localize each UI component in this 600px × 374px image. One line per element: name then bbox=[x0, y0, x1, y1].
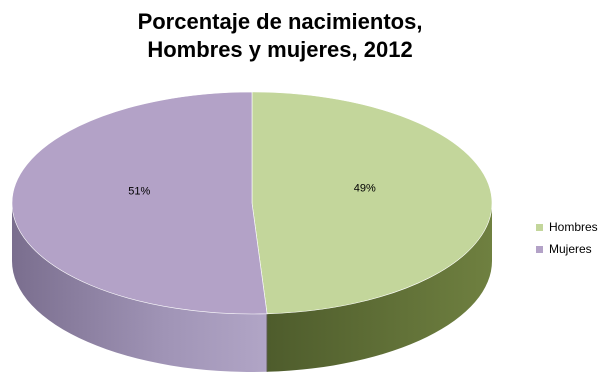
legend-swatch-hombres bbox=[536, 223, 543, 231]
legend-label-hombres: Hombres bbox=[549, 220, 598, 234]
pie-data-labels: 49% 51% bbox=[128, 182, 376, 197]
pie-depth-sides bbox=[12, 203, 492, 372]
legend: Hombres Mujeres bbox=[536, 216, 598, 260]
pie-slice-hombres bbox=[251, 91, 493, 315]
pie-slice-mujeres bbox=[11, 91, 268, 315]
legend-label-mujeres: Mujeres bbox=[549, 242, 592, 256]
chart-title-line-2: Hombres y mujeres, 2012 bbox=[147, 37, 413, 62]
legend-item-hombres: Hombres bbox=[536, 216, 598, 238]
pie-side-mujeres bbox=[12, 203, 268, 372]
data-label-hombres: 49% bbox=[354, 182, 376, 194]
pie-side-hombres bbox=[267, 203, 492, 372]
legend-item-mujeres: Mujeres bbox=[536, 238, 598, 260]
pie-slices bbox=[11, 91, 493, 315]
chart-title-line-1: Porcentaje de nacimientos, bbox=[137, 9, 423, 34]
chart-title: Porcentaje de nacimientos, Hombres y muj… bbox=[0, 8, 560, 64]
data-label-mujeres: 51% bbox=[128, 186, 150, 198]
legend-swatch-mujeres bbox=[536, 245, 543, 253]
